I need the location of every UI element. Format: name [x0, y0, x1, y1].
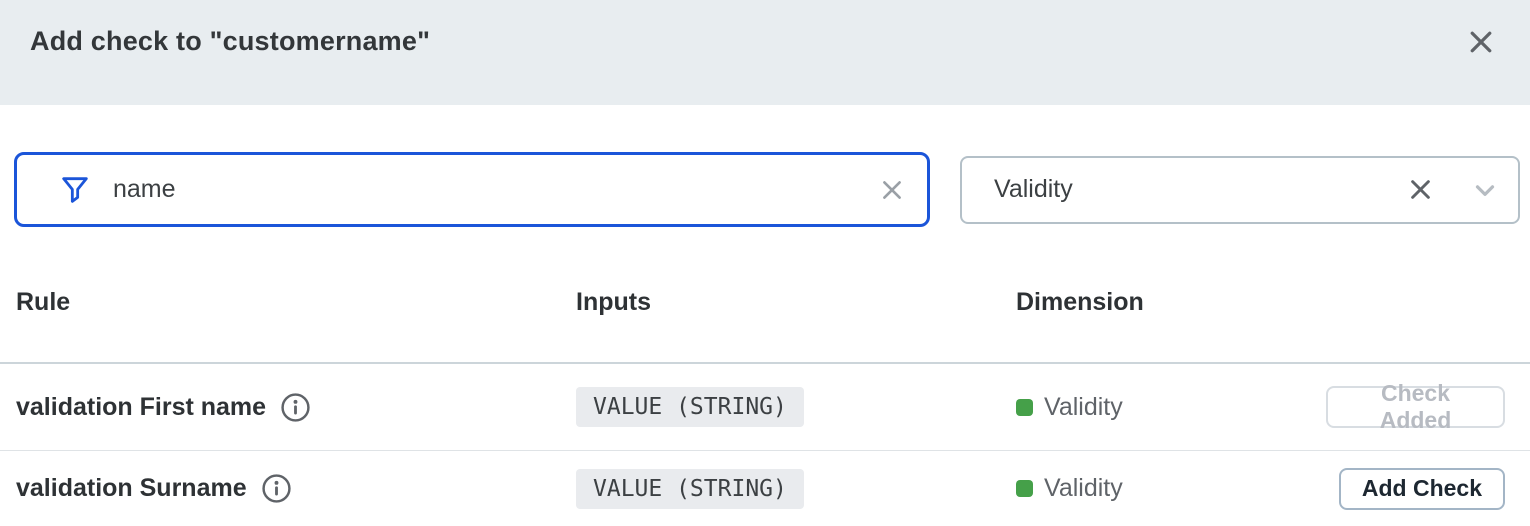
- dimension-color-dot: [1016, 398, 1033, 416]
- input-type-chip: VALUE (STRING): [576, 468, 804, 509]
- checks-table: Rule Inputs Dimension validation First n…: [0, 227, 1530, 526]
- dimension-select-value: Validity: [994, 175, 1073, 203]
- info-button[interactable]: [261, 473, 292, 504]
- add-check-button[interactable]: Add Check: [1338, 467, 1505, 510]
- action-cell: Check Added: [1326, 380, 1505, 433]
- rule-name: validation Surname: [16, 474, 247, 502]
- clear-icon: [879, 177, 905, 203]
- close-button[interactable]: [1464, 25, 1498, 59]
- filter-clear-button[interactable]: [879, 177, 905, 203]
- dimension-label: Validity: [1044, 474, 1123, 502]
- filter-funnel-icon: [59, 173, 91, 207]
- dimension-clear-button[interactable]: [1407, 176, 1434, 203]
- filter-search-box[interactable]: [14, 152, 930, 227]
- rule-cell: validation Surname: [16, 473, 576, 504]
- filter-input[interactable]: [113, 175, 879, 204]
- dialog-header: Add check to "customername": [0, 0, 1530, 105]
- column-header-dimension: Dimension: [1016, 288, 1144, 316]
- info-icon: [261, 473, 292, 504]
- rule-cell: validation First name: [16, 392, 576, 423]
- chevron-down-icon[interactable]: [1470, 175, 1500, 205]
- close-icon: [1466, 27, 1496, 57]
- inputs-cell: VALUE (STRING): [576, 387, 1016, 427]
- check-added-button: Check Added: [1326, 380, 1505, 433]
- table-row: validation Surname VALUE (STRING) Validi…: [0, 450, 1530, 526]
- action-cell: Add Check: [1338, 467, 1505, 510]
- dimension-cell: Validity: [1016, 474, 1326, 503]
- table-row: validation First name VALUE (STRING) Val…: [0, 362, 1530, 450]
- column-header-rule: Rule: [16, 288, 71, 316]
- info-button[interactable]: [280, 392, 311, 423]
- dimension-cell: Validity: [1016, 393, 1326, 422]
- dimension-color-dot: [1016, 480, 1033, 497]
- input-type-chip: VALUE (STRING): [576, 387, 804, 427]
- dimension-select[interactable]: Validity: [960, 155, 1520, 224]
- info-icon: [280, 392, 311, 423]
- table-header-row: Rule Inputs Dimension: [0, 227, 1530, 362]
- dimension-label: Validity: [1044, 392, 1123, 421]
- clear-icon: [1407, 176, 1434, 203]
- toolbar: Validity: [0, 152, 1530, 227]
- rule-name: validation First name: [16, 392, 267, 421]
- dialog-title: Add check to "customername": [30, 26, 431, 56]
- column-header-inputs: Inputs: [576, 288, 651, 316]
- inputs-cell: VALUE (STRING): [576, 468, 1016, 509]
